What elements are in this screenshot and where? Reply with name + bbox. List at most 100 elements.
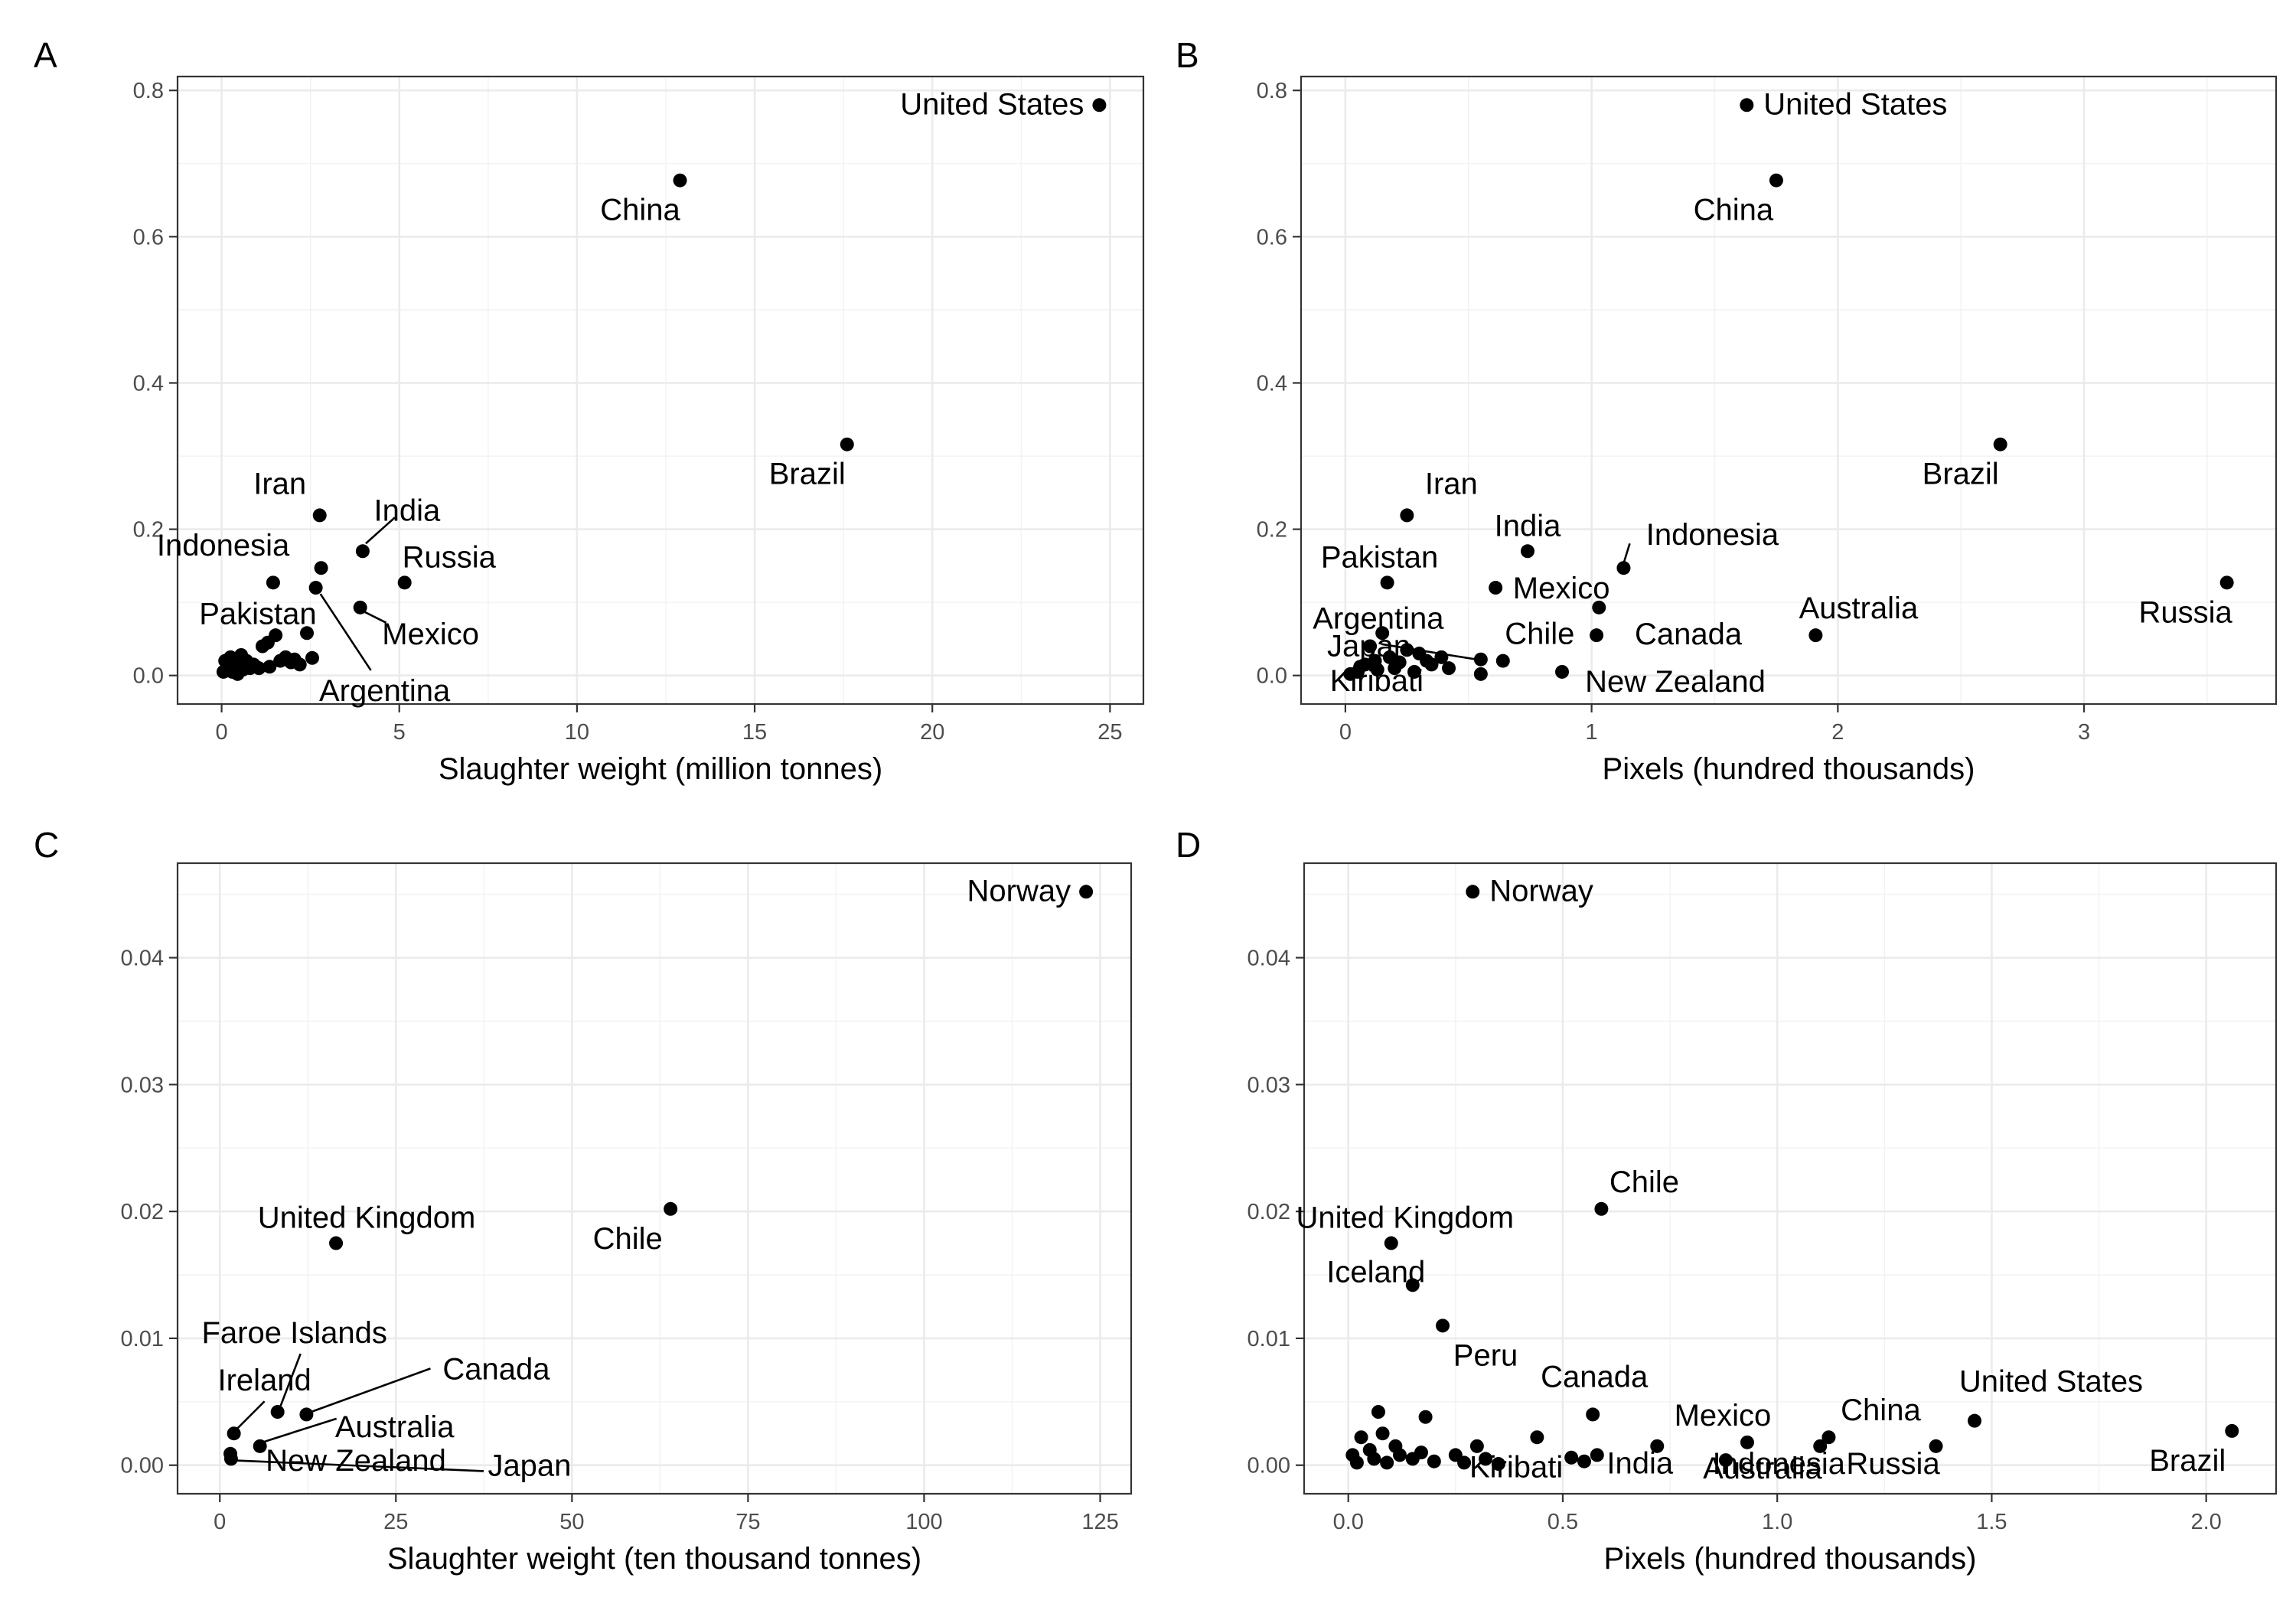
data-point xyxy=(1564,1450,1579,1465)
point-label: Peru xyxy=(1453,1338,1518,1372)
y-tick-label: 0.00 xyxy=(121,1454,164,1478)
data-point xyxy=(273,654,288,668)
data-point xyxy=(305,650,319,665)
data-point xyxy=(299,1407,314,1422)
data-point xyxy=(1436,1319,1450,1333)
data-point xyxy=(1495,654,1510,668)
label-leader-line xyxy=(233,1459,484,1472)
point-label: Chile xyxy=(593,1222,663,1256)
x-tick-label: 25 xyxy=(1097,720,1122,745)
y-tick-label: 0.2 xyxy=(133,518,164,543)
point-label: Chile xyxy=(1609,1165,1679,1199)
panel-c: 0 25 50 75 100 125 0.00 0.01 0.02 0.03 0.04 Slaught… xyxy=(34,825,1133,1576)
y-tick-label: 0.8 xyxy=(1257,79,1287,103)
y-tick-label: 0.4 xyxy=(133,371,164,396)
data-point xyxy=(1491,1457,1505,1472)
point-label: Argentina xyxy=(319,674,451,708)
data-point xyxy=(1354,1430,1368,1445)
x-tick-label: 0.0 xyxy=(1333,1510,1364,1534)
data-point xyxy=(1592,600,1606,614)
data-point xyxy=(253,1439,267,1453)
data-point xyxy=(1405,1278,1420,1292)
label-leader-line xyxy=(365,517,396,545)
point-label: Ireland xyxy=(217,1364,311,1397)
data-point xyxy=(314,561,328,575)
x-axis-title: Pixels (hundred thousands) xyxy=(1604,1542,1977,1576)
data-point xyxy=(1414,1446,1429,1460)
point-label: New Zealand xyxy=(266,1444,446,1478)
data-point xyxy=(355,544,370,559)
point-label: Norway xyxy=(967,874,1071,908)
data-point xyxy=(1375,1426,1390,1441)
x-tick-label: 15 xyxy=(742,720,767,745)
point-label: Iran xyxy=(253,467,306,500)
point-label: Kiribati xyxy=(1330,664,1424,698)
data-point xyxy=(1380,1455,1394,1470)
data-point xyxy=(1769,173,1783,187)
point-label: Brazil xyxy=(2149,1444,2226,1478)
data-point xyxy=(284,655,298,670)
x-tick-label: 3 xyxy=(2078,720,2090,745)
data-point xyxy=(1718,1453,1733,1468)
point-label: Iceland xyxy=(1326,1255,1425,1289)
data-point xyxy=(1400,508,1414,523)
data-point xyxy=(1407,664,1421,679)
label-leader-line xyxy=(364,611,387,624)
point-label: Chile xyxy=(1505,618,1574,651)
data-point xyxy=(1479,1452,1493,1466)
label-leader-line xyxy=(279,1353,302,1407)
data-point xyxy=(1392,655,1407,670)
point-label: Japan xyxy=(488,1449,571,1482)
data-point xyxy=(1371,1405,1385,1420)
y-tick-label: 0.6 xyxy=(1257,225,1287,249)
data-point xyxy=(2225,1423,2239,1438)
panel-a: 0 5 10 15 20 25 0.0 0.2 0.4 0.6 0.8 Slaughter weigh… xyxy=(34,35,1145,786)
x-tick-label: 5 xyxy=(393,720,406,745)
point-label: China xyxy=(1841,1393,1921,1427)
point-label: India xyxy=(1495,509,1561,543)
point-label: Australia xyxy=(1799,592,1919,625)
data-point xyxy=(1353,660,1368,674)
x-tick-label: 0 xyxy=(1339,720,1352,745)
panel-b: 0 1 2 3 0.0 0.2 0.4 0.6 0.8 Pixels (hundred thous… xyxy=(1176,35,2278,786)
point-label: United States xyxy=(1959,1365,2143,1399)
data-point xyxy=(1489,581,1503,595)
point-label: Australia xyxy=(1703,1452,1822,1485)
x-tick-label: 2.0 xyxy=(2190,1510,2221,1534)
label-leader-line xyxy=(236,1400,266,1430)
data-point xyxy=(1929,1439,1943,1453)
point-label: Australia xyxy=(335,1410,455,1444)
point-label: United Kingdom xyxy=(1296,1201,1514,1235)
label-leader-line xyxy=(311,1367,431,1413)
data-point xyxy=(312,508,327,523)
y-tick-label: 0.0 xyxy=(1257,664,1287,689)
x-tick-label: 75 xyxy=(735,1510,760,1534)
point-label: China xyxy=(600,194,680,227)
point-label: India xyxy=(1606,1446,1673,1480)
point-label: Russia xyxy=(2139,595,2233,629)
data-point xyxy=(255,639,269,654)
panel-letter: B xyxy=(1176,35,1199,75)
data-point xyxy=(1808,628,1823,643)
label-leader-line xyxy=(1623,543,1631,564)
data-point xyxy=(1616,561,1631,575)
point-label: Mexico xyxy=(1675,1399,1772,1433)
point-label: United Kingdom xyxy=(258,1201,476,1235)
y-tick-label: 0.8 xyxy=(133,79,164,103)
data-point xyxy=(1469,1439,1484,1453)
x-tick-label: 50 xyxy=(559,1510,584,1534)
y-tick-label: 0.02 xyxy=(1247,1200,1290,1224)
data-point xyxy=(230,667,245,681)
y-tick-label: 0.03 xyxy=(1247,1073,1290,1097)
point-label: New Zealand xyxy=(1585,665,1766,699)
x-tick-label: 2 xyxy=(1831,720,1844,745)
point-label: China xyxy=(1694,194,1774,227)
data-point xyxy=(1590,628,1604,643)
data-point xyxy=(1813,1439,1828,1453)
data-point xyxy=(1466,885,1480,899)
point-label: Canada xyxy=(1635,618,1743,651)
data-point xyxy=(218,654,233,668)
data-point xyxy=(1370,663,1384,677)
point-label: India xyxy=(374,494,441,527)
point-label: Canada xyxy=(442,1352,550,1386)
